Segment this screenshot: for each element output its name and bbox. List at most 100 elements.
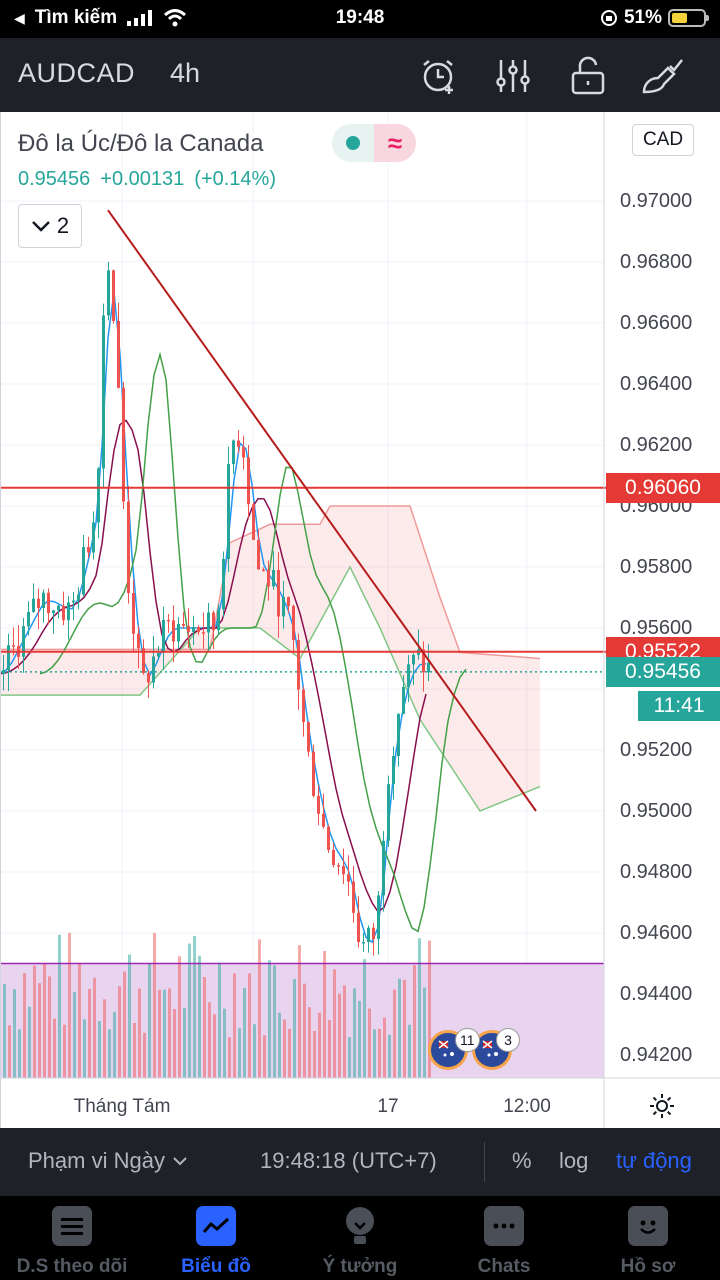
volume-bar [148, 963, 151, 1078]
timezone-clock[interactable]: 19:48:18 (UTC+7) [260, 1148, 437, 1173]
indicators-icon[interactable] [491, 54, 535, 98]
market-status-toggle[interactable]: ≈ [332, 124, 416, 162]
volume-bar [43, 964, 46, 1078]
indicators-collapse-button[interactable]: 2 [18, 204, 82, 248]
volume-bar [263, 1035, 266, 1078]
candle-body [287, 596, 290, 606]
alarm-add-icon[interactable] [416, 54, 460, 98]
candle-body [267, 569, 270, 587]
volume-bar [173, 1008, 176, 1078]
orientation-lock-icon [600, 10, 617, 26]
volume-bar [163, 989, 166, 1078]
drawing-tools-icon[interactable] [640, 54, 684, 98]
price-axis-label: 0.95800 [620, 556, 693, 578]
candle-body [212, 612, 215, 631]
candle-body [12, 645, 15, 647]
candle-body [87, 547, 90, 553]
volume-bar [108, 1029, 111, 1078]
log-scale-toggle[interactable]: log [559, 1148, 589, 1173]
auto-scale-toggle[interactable]: tự động [616, 1148, 692, 1173]
volume-bar [158, 989, 161, 1078]
price-change: +0.00131 [100, 168, 185, 190]
candle-body [202, 632, 205, 634]
event-count-badge: 3 [496, 1028, 520, 1052]
volume-bar [203, 977, 206, 1078]
price-axis-label: 0.95200 [620, 739, 693, 761]
volume-bar [313, 1030, 316, 1078]
volume-bar [373, 1029, 376, 1078]
volume-bar [333, 969, 336, 1078]
chart-legend: Đô la Úc/Đô la Canada 0.95456 +0.00131 (… [18, 130, 276, 191]
tab-ideas[interactable]: Ý tưởng [288, 1206, 432, 1278]
candle-body [407, 664, 410, 688]
candle-body [92, 522, 95, 553]
percent-scale-toggle[interactable]: % [512, 1148, 532, 1173]
volume-bar [198, 955, 201, 1078]
volume-bar [93, 977, 96, 1078]
volume-bar [388, 1034, 391, 1078]
volume-bar [383, 1017, 386, 1078]
candle-body [2, 670, 5, 674]
tab-chats[interactable]: Chats [432, 1206, 576, 1278]
candle-body [332, 849, 335, 866]
ichimoku-cloud [0, 506, 540, 811]
candle-body [152, 656, 155, 683]
candle-body [242, 446, 245, 458]
candle-body [247, 457, 250, 505]
tab-label: Ý tưởng [322, 1256, 398, 1277]
tab-watchlist[interactable]: D.S theo dõi [0, 1206, 144, 1278]
volume-bar [228, 1037, 231, 1078]
tab-label: Chats [477, 1256, 531, 1277]
time-label-noon: 12:00 [503, 1096, 551, 1117]
event-count-badge: 11 [455, 1028, 480, 1052]
collapsed-count: 2 [56, 213, 70, 238]
wave-icon: ≈ [374, 124, 416, 162]
candle-body [327, 826, 330, 850]
currency-badge[interactable]: CAD [632, 124, 694, 156]
candle-body [37, 598, 40, 609]
tab-chart[interactable]: Biểu đồ [144, 1206, 288, 1278]
volume-bar [358, 1000, 361, 1078]
status-time: 19:48 [335, 7, 385, 28]
battery-icon [668, 9, 709, 27]
interval-button[interactable]: 4h [170, 58, 201, 88]
last-price: 0.95456 [18, 168, 91, 190]
symbol-button[interactable]: AUDCAD [18, 58, 136, 88]
tab-label: Biểu đồ [181, 1256, 251, 1277]
time-axis[interactable]: Tháng Tám 17 12:00 [0, 1078, 604, 1126]
candle-body [347, 874, 350, 882]
candle-body [42, 592, 45, 609]
volume-bar [143, 1032, 146, 1078]
candle-body [32, 598, 35, 612]
candle-body [107, 270, 110, 316]
candle-body [302, 689, 305, 723]
candle-body [252, 504, 255, 540]
date-range-select[interactable]: Phạm vi Ngày [28, 1148, 187, 1174]
candle-body [272, 569, 275, 587]
volume-bar [98, 1021, 101, 1078]
chevron-down-icon [173, 1156, 187, 1165]
candle-body [282, 596, 285, 617]
candle-body [237, 440, 240, 447]
volume-bar [213, 1014, 216, 1078]
candle-body [312, 751, 315, 796]
price-axis-label: 0.94800 [620, 861, 693, 883]
back-to-search-label[interactable]: Tìm kiếm [34, 7, 118, 28]
price-axis-label: 0.96600 [620, 312, 693, 334]
chart-area[interactable]: Đô la Úc/Đô la Canada 0.95456 +0.00131 (… [0, 112, 720, 1128]
volume-bar [273, 965, 276, 1078]
candle-body [127, 501, 130, 594]
volume-bar [73, 991, 76, 1078]
volume-bar [38, 983, 41, 1078]
divider [484, 1142, 485, 1182]
chart-settings-gear-icon[interactable] [648, 1092, 676, 1120]
unlock-icon[interactable] [566, 54, 610, 98]
tab-profile[interactable]: Hồ sơ [576, 1206, 720, 1278]
candle-body [62, 605, 65, 621]
volume-bar [348, 1037, 351, 1078]
volume-bar [53, 1018, 56, 1078]
volume-bar [293, 978, 296, 1078]
back-arrow-icon[interactable]: ◀ [14, 9, 25, 26]
volume-bar [233, 973, 236, 1078]
price-chart-canvas[interactable] [0, 112, 720, 1128]
